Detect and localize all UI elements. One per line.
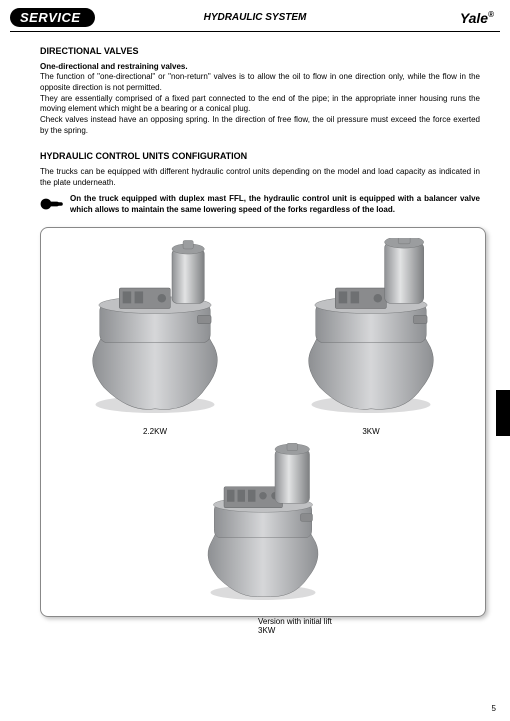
unit-label: Version with initial lift 3KW: [188, 617, 338, 635]
paragraph: They are essentially comprised of a fixe…: [40, 94, 480, 116]
service-badge: SERVICE: [10, 8, 95, 27]
pointing-hand-icon: [40, 196, 64, 217]
page-header: SERVICE HYDRAULIC SYSTEM Yale®: [0, 0, 510, 31]
hydraulic-unit-illustration: [188, 440, 338, 610]
note-text: On the truck equipped with duplex mast F…: [70, 194, 480, 216]
hydraulic-unit-c: Version with initial lift 3KW: [188, 440, 338, 635]
paragraph: Check valves instead have an opposing sp…: [40, 115, 480, 137]
hydraulic-unit-illustration: [70, 238, 240, 418]
note-block: On the truck equipped with duplex mast F…: [40, 194, 480, 217]
section-title-directional-valves: DIRECTIONAL VALVES: [40, 46, 480, 56]
page-number: 5: [492, 704, 496, 713]
side-tab: [496, 390, 510, 436]
figure-box: 2.2KW 3KW: [40, 227, 486, 617]
hydraulic-unit-illustration: [286, 238, 456, 418]
paragraph: The function of "one-directional" or "no…: [40, 72, 480, 94]
unit-label: 3KW: [286, 427, 456, 436]
paragraph: The trucks can be equipped with differen…: [40, 167, 480, 189]
subheading-one-directional: One-directional and restraining valves.: [40, 62, 480, 71]
header-title: HYDRAULIC SYSTEM: [204, 12, 307, 23]
hydraulic-unit-b: 3KW: [286, 238, 456, 436]
unit-label: 2.2KW: [70, 427, 240, 436]
hydraulic-unit-a: 2.2KW: [70, 238, 240, 436]
brand-logo: Yale®: [460, 10, 500, 26]
content-area: DIRECTIONAL VALVES One-directional and r…: [0, 40, 510, 217]
header-rule: [10, 31, 500, 32]
section-title-hcu-config: HYDRAULIC CONTROL UNITS CONFIGURATION: [40, 151, 480, 161]
